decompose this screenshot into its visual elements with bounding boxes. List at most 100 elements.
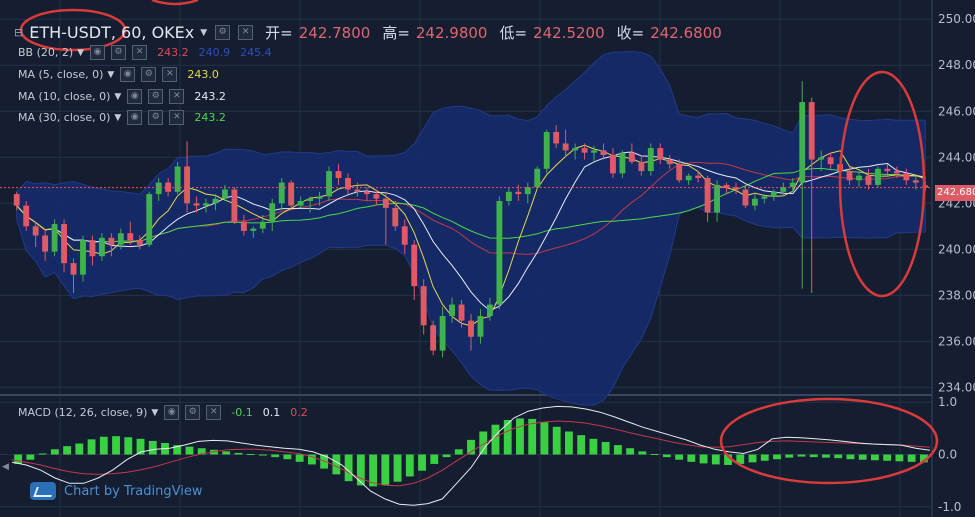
candle bbox=[468, 320, 474, 337]
macd-histogram-bar bbox=[454, 449, 463, 455]
candle bbox=[600, 150, 607, 155]
chevron-down-icon[interactable]: ▼ bbox=[114, 112, 122, 123]
indicator-macd[interactable]: MACD (12, 26, close, 9) ▼ ◉ ⚙ ✕ -0.1 0.1 0… bbox=[18, 405, 308, 420]
macd-histogram-bar bbox=[552, 426, 561, 455]
chevron-down-icon[interactable]: ▼ bbox=[77, 47, 85, 58]
candle bbox=[98, 237, 105, 257]
tradingview-brand[interactable]: Chart by TradingView bbox=[30, 482, 202, 500]
candle bbox=[32, 226, 39, 236]
open-value: 242.7800 bbox=[298, 23, 371, 42]
indicator-value: 243.2 bbox=[194, 111, 226, 124]
macd-histogram-bar bbox=[222, 451, 231, 455]
macd-histogram-bar bbox=[381, 454, 390, 485]
candle bbox=[581, 148, 588, 153]
candle bbox=[610, 154, 616, 174]
eye-icon[interactable]: ◉ bbox=[127, 89, 143, 104]
indicator-bb[interactable]: BB (20, 2) ▼ ◉ ⚙ ✕ 243.2 240.9 245.4 bbox=[18, 45, 272, 60]
candle bbox=[345, 177, 351, 190]
macd-histogram-bar bbox=[675, 454, 683, 460]
settings-icon[interactable]: ⚙ bbox=[111, 45, 127, 60]
indicator-ma5[interactable]: MA (5, close, 0) ▼ ◉ ⚙ ✕ 243.0 bbox=[18, 67, 219, 82]
macd-histogram-bar bbox=[736, 454, 745, 464]
macd-histogram-bar bbox=[577, 435, 586, 455]
candle bbox=[174, 166, 181, 192]
candle bbox=[856, 175, 862, 181]
macd-signal-line bbox=[11, 420, 931, 487]
macd-histogram-bar bbox=[87, 439, 96, 455]
close-icon[interactable]: ✕ bbox=[238, 25, 254, 40]
ma30-line bbox=[16, 167, 926, 243]
close-icon[interactable]: ✕ bbox=[162, 67, 178, 82]
candle bbox=[136, 240, 143, 245]
eye-icon[interactable]: ◉ bbox=[127, 110, 143, 125]
macd-histogram-bar bbox=[858, 454, 867, 460]
candle bbox=[335, 171, 342, 178]
eye-icon[interactable]: ◉ bbox=[90, 45, 106, 60]
candle bbox=[789, 182, 796, 188]
eye-icon[interactable]: ◉ bbox=[120, 67, 136, 82]
close-label: 收= bbox=[616, 24, 645, 42]
settings-icon[interactable]: ⚙ bbox=[148, 110, 164, 125]
indicator-value: 0.2 bbox=[290, 406, 308, 419]
candle bbox=[61, 224, 67, 264]
candle bbox=[222, 189, 228, 199]
candle bbox=[893, 171, 900, 174]
tradingview-logo-icon bbox=[30, 482, 56, 500]
symbol-icon[interactable]: ⊟ bbox=[14, 26, 24, 39]
macd-histogram-bar bbox=[540, 422, 549, 455]
macd-histogram-bar bbox=[197, 448, 206, 455]
macd-histogram-bar bbox=[516, 418, 524, 455]
macd-histogram-bar bbox=[148, 440, 157, 455]
macd-histogram-bar bbox=[271, 454, 280, 458]
settings-icon[interactable]: ⚙ bbox=[141, 67, 157, 82]
low-label: 低= bbox=[499, 24, 528, 42]
brand-label: Chart by TradingView bbox=[64, 483, 203, 499]
macd-histogram-bar bbox=[185, 446, 194, 455]
macd-histogram-bar bbox=[173, 445, 182, 455]
close-icon[interactable]: ✕ bbox=[132, 45, 148, 60]
candle bbox=[269, 203, 276, 222]
indicator-value: 243.2 bbox=[194, 90, 226, 103]
candle bbox=[108, 237, 115, 245]
chevron-down-icon[interactable]: ▼ bbox=[200, 27, 208, 38]
candle bbox=[496, 201, 503, 305]
chevron-down-icon[interactable]: ▼ bbox=[107, 69, 115, 80]
macd-histogram-bar bbox=[589, 438, 598, 455]
candle bbox=[647, 148, 654, 172]
settings-icon[interactable]: ⚙ bbox=[215, 25, 231, 40]
candle bbox=[363, 191, 370, 195]
macd-histogram-bar bbox=[919, 454, 928, 463]
candle bbox=[666, 159, 673, 165]
close-icon[interactable]: ✕ bbox=[206, 405, 222, 420]
candle bbox=[316, 196, 323, 199]
candle bbox=[761, 196, 768, 199]
chevron-down-icon[interactable]: ▼ bbox=[151, 407, 159, 418]
candle bbox=[922, 185, 929, 188]
indicator-ma30[interactable]: MA (30, close, 0) ▼ ◉ ⚙ ✕ 243.2 bbox=[18, 110, 226, 125]
macd-histogram-bar bbox=[246, 453, 255, 455]
settings-icon[interactable]: ⚙ bbox=[185, 405, 201, 420]
candle bbox=[770, 191, 777, 197]
close-icon[interactable]: ✕ bbox=[169, 89, 185, 104]
macd-histogram-bar bbox=[895, 454, 904, 462]
macd-histogram-bar bbox=[234, 452, 243, 455]
price-tick-label: 248.00 bbox=[938, 58, 975, 72]
symbol-label[interactable]: ETH-USDT, 60, OKEx bbox=[29, 23, 195, 42]
macd-histogram-bar bbox=[809, 454, 818, 458]
chevron-left-icon[interactable]: ◀ bbox=[2, 462, 9, 472]
candle bbox=[127, 233, 134, 241]
price-tick-label: 238.00 bbox=[938, 288, 975, 302]
macd-histogram-bar bbox=[871, 454, 879, 461]
close-icon[interactable]: ✕ bbox=[169, 110, 185, 125]
macd-histogram-bar bbox=[430, 454, 439, 464]
candle bbox=[846, 171, 853, 181]
macd-histogram-bar bbox=[99, 436, 108, 455]
indicator-label: MA (10, close, 0) bbox=[18, 90, 111, 103]
indicator-label: MA (30, close, 0) bbox=[18, 111, 111, 124]
macd-histogram-bar bbox=[307, 454, 316, 465]
settings-icon[interactable]: ⚙ bbox=[148, 89, 164, 104]
chevron-down-icon[interactable]: ▼ bbox=[114, 91, 122, 102]
eye-icon[interactable]: ◉ bbox=[164, 405, 180, 420]
indicator-ma10[interactable]: MA (10, close, 0) ▼ ◉ ⚙ ✕ 243.2 bbox=[18, 89, 226, 104]
